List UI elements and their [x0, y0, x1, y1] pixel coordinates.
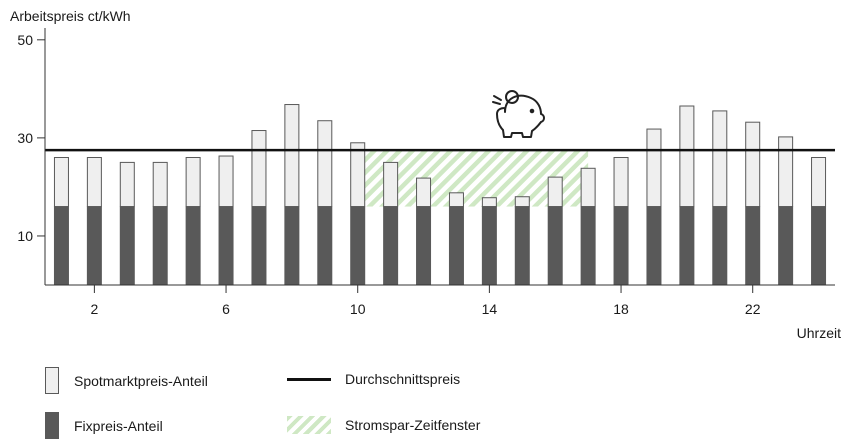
y-tick-label: 30: [17, 130, 33, 146]
y-tick-label: 50: [17, 32, 33, 48]
bar-fix: [547, 206, 563, 285]
bar-spot: [383, 161, 399, 208]
bar-spot: [811, 157, 827, 208]
bar-fix: [284, 206, 300, 285]
bar-spot: [416, 177, 432, 208]
bar-fix: [580, 206, 596, 285]
bar-fix: [317, 206, 333, 285]
x-axis-title: Uhrzeit: [797, 325, 841, 341]
piggy-bank-icon: [492, 90, 545, 138]
bar-fix: [86, 206, 102, 285]
bar-spot: [53, 157, 69, 208]
x-tick-label: 10: [350, 301, 366, 317]
bar-spot: [284, 104, 300, 208]
bar-spot: [547, 176, 563, 208]
y-axis-title: Arbeitspreis ct/kWh: [10, 8, 131, 24]
bar-fix: [53, 206, 69, 285]
bar-fix: [251, 206, 267, 285]
bar-spot: [514, 196, 530, 208]
bar-spot: [712, 110, 728, 208]
bar-spot: [119, 161, 135, 208]
bar-fix: [350, 206, 366, 285]
bar-fix: [152, 206, 168, 285]
x-tick-label: 18: [613, 301, 629, 317]
bar-spot: [185, 157, 201, 208]
bar-spot: [350, 142, 366, 208]
bar-spot: [481, 197, 497, 208]
bar-fix: [679, 206, 695, 285]
x-tick-label: 6: [222, 301, 230, 317]
bar-spot: [679, 105, 695, 208]
bar-spot: [646, 128, 662, 208]
bar-fix: [778, 206, 794, 285]
y-tick-label: 10: [17, 228, 33, 244]
bar-spot: [251, 130, 267, 208]
bar-spot: [86, 157, 102, 208]
bar-spot: [152, 161, 168, 208]
bar-spot: [218, 155, 234, 208]
x-tick-label: 2: [90, 301, 98, 317]
bar-fix: [448, 206, 464, 285]
bar-fix: [416, 206, 432, 285]
bar-fix: [514, 206, 530, 285]
bar-fix: [185, 206, 201, 285]
bar-fix: [119, 206, 135, 285]
x-tick-label: 14: [482, 301, 498, 317]
bar-spot: [580, 167, 596, 208]
bar-spot: [745, 121, 761, 208]
bar-spot: [613, 157, 629, 208]
bar-fix: [613, 206, 629, 285]
bar-fix: [745, 206, 761, 285]
bar-fix: [811, 206, 827, 285]
bar-fix: [646, 206, 662, 285]
bar-fix: [712, 206, 728, 285]
bar-spot: [448, 192, 464, 208]
bar-fix: [218, 206, 234, 285]
bar-fix: [383, 206, 399, 285]
bar-spot: [778, 136, 794, 208]
x-tick-label: 22: [745, 301, 761, 317]
bar-fix: [481, 206, 497, 285]
bar-spot: [317, 120, 333, 208]
